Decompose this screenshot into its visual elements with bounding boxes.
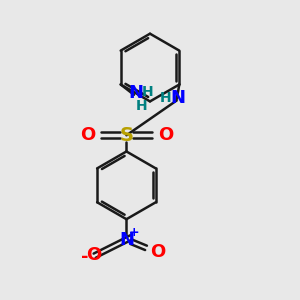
Text: N: N bbox=[119, 231, 134, 249]
Text: H: H bbox=[141, 85, 153, 99]
Text: O: O bbox=[158, 126, 173, 144]
Text: N: N bbox=[170, 89, 185, 107]
Text: N: N bbox=[128, 84, 143, 102]
Text: H: H bbox=[159, 91, 171, 105]
Text: O: O bbox=[80, 126, 95, 144]
Text: -: - bbox=[82, 248, 89, 266]
Text: S: S bbox=[119, 126, 134, 145]
Text: H: H bbox=[136, 99, 147, 113]
Text: +: + bbox=[128, 226, 139, 239]
Text: O: O bbox=[86, 245, 101, 263]
Text: O: O bbox=[150, 243, 165, 261]
